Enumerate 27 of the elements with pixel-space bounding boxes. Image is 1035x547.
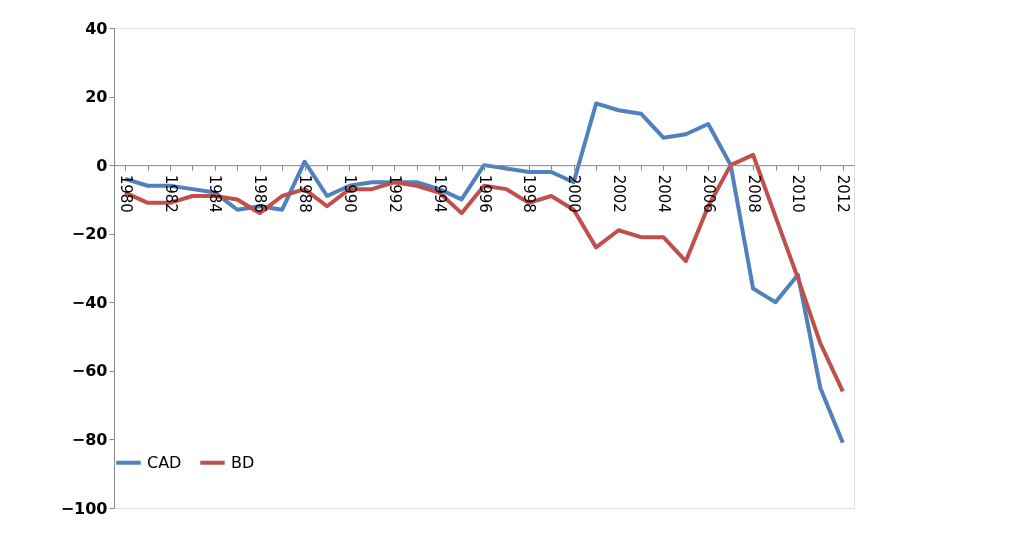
y-tick-label: 40 <box>85 18 108 38</box>
y-tick-label: −60 <box>71 361 108 381</box>
x-tick-label: 1990 <box>340 174 359 213</box>
legend-label: CAD <box>147 452 182 472</box>
x-tick-label: 2008 <box>744 174 763 213</box>
x-tick-label: 1986 <box>251 174 270 213</box>
x-tick-label: 1994 <box>430 174 449 213</box>
x-tick-label: 2012 <box>834 174 853 213</box>
x-tick-label: 1988 <box>296 174 315 213</box>
x-tick-label: 1992 <box>385 174 404 213</box>
x-tick-label: 2006 <box>699 174 718 213</box>
x-tick-label: 2002 <box>610 174 629 213</box>
legend-label: BD <box>231 452 255 472</box>
x-tick-label: 2010 <box>789 174 808 213</box>
x-tick-label: 2004 <box>654 174 673 213</box>
y-tick-label: −80 <box>71 429 108 449</box>
x-tick-label: 2000 <box>565 174 584 213</box>
y-tick-label: −20 <box>71 224 108 244</box>
x-tick-label: 1998 <box>520 174 539 213</box>
y-tick-label: −100 <box>60 498 108 518</box>
y-tick-label: 0 <box>96 155 108 175</box>
x-tick-label: 1980 <box>116 174 135 213</box>
x-tick-label: 1984 <box>206 174 225 213</box>
y-tick-label: −40 <box>71 292 108 312</box>
x-tick-label: 1996 <box>475 174 494 213</box>
y-tick-label: 20 <box>85 87 108 107</box>
x-tick-label: 1982 <box>161 174 180 213</box>
